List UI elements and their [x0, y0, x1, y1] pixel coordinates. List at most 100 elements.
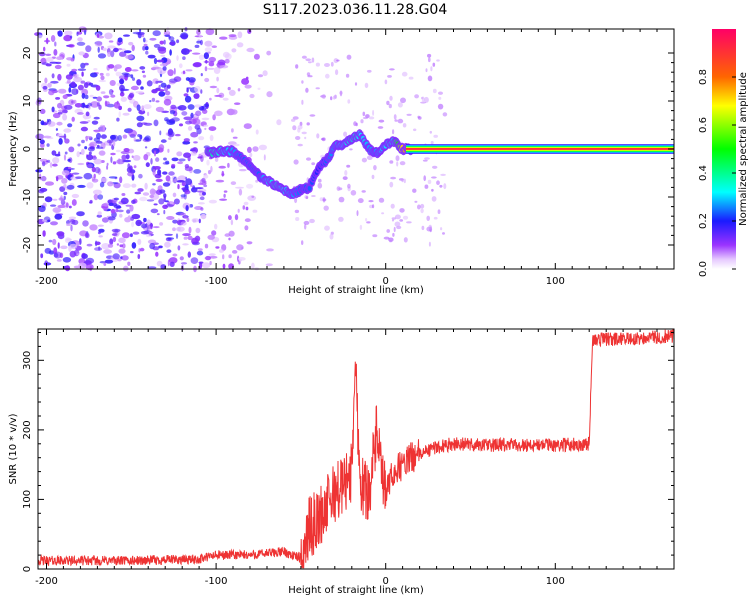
noise-blob	[143, 43, 148, 47]
noise-blob	[39, 143, 45, 148]
noise-blob	[194, 104, 202, 108]
noise-blob	[68, 146, 75, 153]
noise-blob	[74, 103, 83, 108]
noise-blob	[213, 67, 221, 74]
noise-blob	[66, 223, 71, 226]
noise-blob	[93, 155, 96, 158]
noise-blob	[335, 69, 339, 76]
noise-blob	[301, 131, 307, 135]
snr-y-tick-labels: 0 100 200 300	[22, 351, 33, 572]
noise-blob	[178, 158, 186, 162]
noise-blob	[70, 81, 76, 87]
noise-blob	[147, 111, 150, 117]
noise-blob	[89, 265, 93, 272]
noise-blob	[142, 45, 146, 51]
noise-blob	[119, 51, 127, 57]
noise-blob	[333, 58, 339, 64]
noise-blob	[96, 102, 101, 107]
noise-blob	[40, 175, 47, 182]
noise-blob	[364, 82, 369, 89]
noise-blob	[131, 69, 139, 72]
colorbar: 0.0 0.2 0.4 0.6 0.8 Normalized spectral ampl…	[698, 29, 749, 277]
noise-blob	[143, 217, 147, 223]
noise-blob	[173, 67, 176, 75]
noise-blob	[57, 30, 63, 37]
noise-blob	[377, 126, 384, 129]
y-tick-label: 0	[22, 566, 33, 572]
noise-blob	[50, 204, 57, 207]
noise-blob	[56, 56, 63, 61]
noise-blob	[181, 187, 188, 191]
noise-blob	[180, 194, 186, 198]
noise-blob	[427, 75, 433, 82]
noise-blob	[88, 151, 92, 155]
noise-blob	[135, 91, 144, 94]
noise-blob	[143, 37, 146, 43]
noise-blob	[119, 84, 125, 92]
noise-blob	[140, 86, 144, 90]
noise-blob	[403, 237, 408, 243]
noise-blob	[66, 238, 72, 241]
noise-blob	[63, 34, 72, 42]
noise-blob	[160, 82, 167, 88]
noise-blob	[356, 210, 359, 217]
noise-blob	[342, 176, 348, 181]
colorbar-tick-label: 0.4	[698, 165, 709, 181]
noise-blob	[204, 66, 208, 72]
noise-blob	[440, 227, 443, 231]
noise-blob	[215, 246, 220, 249]
noise-blob	[321, 94, 326, 99]
noise-blob	[158, 47, 167, 54]
noise-blob	[113, 197, 119, 201]
noise-blob	[84, 94, 89, 100]
noise-blob	[58, 88, 67, 94]
noise-blob	[354, 82, 358, 86]
noise-blob	[391, 217, 397, 220]
noise-blob	[156, 260, 163, 267]
snr-series-line	[37, 329, 675, 569]
noise-blob	[160, 139, 167, 143]
noise-blob	[427, 53, 432, 58]
noise-blob	[122, 134, 128, 139]
noise-blob	[81, 253, 88, 259]
noise-blob	[203, 124, 209, 127]
noise-blob	[158, 144, 165, 151]
noise-blob	[47, 121, 56, 127]
noise-blob	[169, 41, 176, 46]
noise-blob	[403, 178, 406, 184]
noise-blob	[125, 54, 134, 60]
noise-blob	[143, 154, 149, 161]
noise-blob	[237, 255, 240, 262]
noise-blob	[204, 47, 213, 53]
noise-blob	[39, 139, 45, 145]
noise-blob	[361, 190, 366, 193]
noise-blob	[428, 57, 431, 63]
noise-blob	[183, 236, 188, 240]
noise-blob	[89, 141, 97, 147]
noise-blob	[393, 226, 396, 233]
noise-blob	[54, 213, 63, 220]
noise-blob	[266, 91, 273, 98]
noise-blob	[317, 182, 323, 189]
y-tick-label: -10	[22, 189, 33, 205]
noise-blob	[168, 257, 178, 264]
noise-blob	[170, 104, 177, 110]
noise-blob	[87, 102, 93, 107]
noise-blob	[180, 262, 188, 265]
noise-blob	[322, 198, 327, 202]
noise-blob	[152, 226, 160, 229]
ridge-core	[307, 185, 312, 191]
noise-blob	[237, 88, 241, 92]
noise-blob	[390, 176, 396, 180]
noise-blob	[127, 215, 132, 222]
noise-blob	[166, 216, 175, 220]
noise-blob	[378, 119, 385, 123]
noise-blob	[115, 71, 122, 77]
noise-blob	[309, 114, 316, 117]
noise-blob	[44, 39, 51, 43]
noise-blob	[69, 35, 73, 39]
noise-blob	[84, 29, 87, 36]
noise-blob	[107, 243, 114, 248]
noise-blob	[349, 148, 353, 151]
noise-blob	[51, 73, 55, 79]
